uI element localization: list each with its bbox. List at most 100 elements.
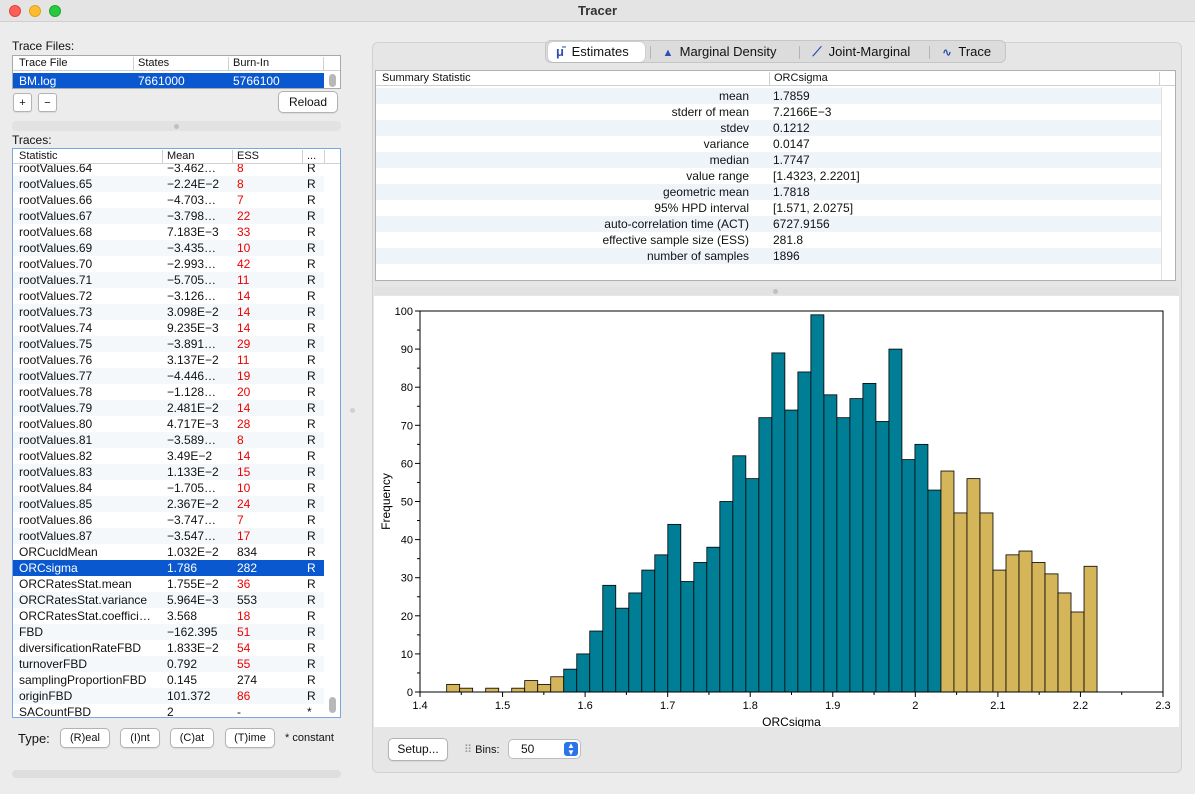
column-header-states[interactable]: States (134, 57, 229, 71)
summary-value: 0.1212 (773, 121, 810, 135)
trace-row[interactable]: rootValues.84 −1.705… 10 R (13, 480, 324, 496)
trace-ess: 7 (237, 513, 244, 527)
trace-row[interactable]: rootValues.74 9.235E−3 14 R (13, 320, 324, 336)
column-header-ess[interactable]: ESS (233, 150, 303, 164)
trace-row[interactable]: originFBD 101.372 86 R (13, 688, 324, 704)
trace-ess: 22 (237, 209, 251, 223)
trace-row[interactable]: rootValues.70 −2.993… 42 R (13, 256, 324, 272)
column-header-type[interactable]: ... (303, 150, 325, 164)
column-header-orcsigma[interactable]: ORCsigma (770, 72, 1160, 86)
trace-mean: 2 (167, 705, 174, 718)
trace-ess: 8 (237, 161, 244, 175)
trace-row[interactable]: rootValues.79 2.481E−2 14 R (13, 400, 324, 416)
trace-row[interactable]: rootValues.73 3.098E−2 14 R (13, 304, 324, 320)
trace-row[interactable]: ORCsigma 1.786 282 R (13, 560, 324, 576)
trace-row[interactable]: ORCRatesStat.coeffici… 3.568 18 R (13, 608, 324, 624)
trace-row[interactable]: rootValues.68 7.183E−3 33 R (13, 224, 324, 240)
trace-mean: 0.792 (167, 657, 198, 671)
trace-row[interactable]: rootValues.77 −4.446… 19 R (13, 368, 324, 384)
trace-ess: 14 (237, 321, 251, 335)
histogram-bar (524, 680, 539, 693)
close-window-button[interactable] (9, 5, 21, 17)
trace-type: R (307, 657, 316, 671)
trace-row[interactable]: rootValues.85 2.367E−2 24 R (13, 496, 324, 512)
trace-row[interactable]: rootValues.86 −3.747… 7 R (13, 512, 324, 528)
trace-row[interactable]: rootValues.80 4.717E−3 28 R (13, 416, 324, 432)
column-header-burn-in[interactable]: Burn-In (229, 57, 324, 71)
trace-mean: 5.964E−3 (167, 593, 219, 607)
trace-type: R (307, 417, 316, 431)
trace-row[interactable]: rootValues.81 −3.589… 8 R (13, 432, 324, 448)
trace-row[interactable]: rootValues.82 3.49E−2 14 R (13, 448, 324, 464)
trace-row[interactable]: rootValues.78 −1.128… 20 R (13, 384, 324, 400)
splitter-handle[interactable] (174, 124, 179, 129)
trace-row[interactable]: rootValues.76 3.137E−2 11 R (13, 352, 324, 368)
trace-row[interactable]: ORCucldMean 1.032E−2 834 R (13, 544, 324, 560)
trace-row[interactable]: FBD −162.395 51 R (13, 624, 324, 640)
trace-ess: 14 (237, 305, 251, 319)
zoom-window-button[interactable] (49, 5, 61, 17)
trace-row[interactable]: rootValues.71 −5.705… 11 R (13, 272, 324, 288)
histogram-bar (589, 630, 604, 693)
trace-file-row[interactable]: BM.log 7661000 5766100 (13, 73, 324, 88)
trace-row[interactable]: rootValues.87 −3.547… 17 R (13, 528, 324, 544)
trace-row[interactable]: rootValues.83 1.133E−2 15 R (13, 464, 324, 480)
tab-estimates[interactable]: μ̄ Estimates (548, 42, 645, 62)
add-trace-file-button[interactable]: + (13, 93, 32, 112)
remove-trace-file-button[interactable]: − (38, 93, 57, 112)
reload-button[interactable]: Reload (278, 91, 338, 113)
trace-row[interactable]: rootValues.65 −2.24E−2 8 R (13, 176, 324, 192)
histogram-bar (758, 417, 773, 693)
trace-type: R (307, 689, 316, 703)
trace-statistic: originFBD (19, 689, 73, 703)
trace-mean: −2.24E−2 (167, 177, 220, 191)
summary-row: stderr of mean 7.2166E−3 (376, 104, 1161, 120)
histogram-bar (706, 546, 721, 693)
trace-row[interactable]: rootValues.64 −3.462… 8 R (13, 160, 324, 176)
left-bottom-scrollbar[interactable] (12, 770, 341, 778)
trace-type: R (307, 609, 316, 623)
type-int-button[interactable]: (I)nt (120, 728, 160, 748)
column-header-summary-statistic[interactable]: Summary Statistic (378, 72, 770, 86)
trace-mean: 1.833E−2 (167, 641, 219, 655)
tab-joint-marginal[interactable]: ⟋ Joint-Marginal (805, 42, 925, 62)
trace-row[interactable]: ORCRatesStat.variance 5.964E−3 553 R (13, 592, 324, 608)
tab-trace[interactable]: ∿ Trace (935, 42, 1003, 62)
trace-row[interactable]: turnoverFBD 0.792 55 R (13, 656, 324, 672)
trace-row[interactable]: samplingProportionFBD 0.145 274 R (13, 672, 324, 688)
summary-value: 1896 (773, 249, 800, 263)
tab-marginal-density[interactable]: ▲ Marginal Density (656, 42, 796, 62)
trace-type: R (307, 369, 316, 383)
minimize-window-button[interactable] (29, 5, 41, 17)
main-splitter-handle[interactable] (350, 408, 355, 413)
bins-select[interactable]: 50 ▲ ▼ (508, 739, 581, 759)
trace-row[interactable]: diversificationRateFBD 1.833E−2 54 R (13, 640, 324, 656)
trace-statistic: ORCRatesStat.mean (19, 577, 132, 591)
trace-row[interactable]: rootValues.67 −3.798… 22 R (13, 208, 324, 224)
trace-mean: 3.137E−2 (167, 353, 219, 367)
column-header-trace-file[interactable]: Trace File (15, 57, 134, 71)
trace-ess: 11 (237, 273, 250, 287)
type-cat-button[interactable]: (C)at (170, 728, 214, 748)
x-tick-label: 1.7 (660, 700, 675, 712)
histogram-bar (849, 398, 864, 693)
histogram-bar (550, 676, 565, 693)
trace-type: R (307, 289, 316, 303)
column-header-mean[interactable]: Mean (163, 150, 233, 164)
chart-splitter-handle[interactable] (773, 289, 778, 294)
setup-button[interactable]: Setup... (388, 738, 448, 761)
trace-type: R (307, 257, 316, 271)
trace-row[interactable]: rootValues.66 −4.703… 7 R (13, 192, 324, 208)
joint-icon: ⟋ (812, 44, 822, 59)
traces-scrollbar[interactable] (329, 697, 336, 713)
type-real-button[interactable]: (R)eal (60, 728, 110, 748)
column-header-statistic[interactable]: Statistic (15, 150, 163, 164)
trace-row[interactable]: SACountFBD 2 - * (13, 704, 324, 718)
trace-row[interactable]: ORCRatesStat.mean 1.755E−2 36 R (13, 576, 324, 592)
type-time-button[interactable]: (T)ime (225, 728, 275, 748)
trace-row[interactable]: rootValues.75 −3.891… 29 R (13, 336, 324, 352)
trace-row[interactable]: rootValues.69 −3.435… 10 R (13, 240, 324, 256)
trace-files-scrollbar[interactable] (329, 74, 336, 87)
histogram-bar (914, 443, 929, 693)
trace-row[interactable]: rootValues.72 −3.126… 14 R (13, 288, 324, 304)
